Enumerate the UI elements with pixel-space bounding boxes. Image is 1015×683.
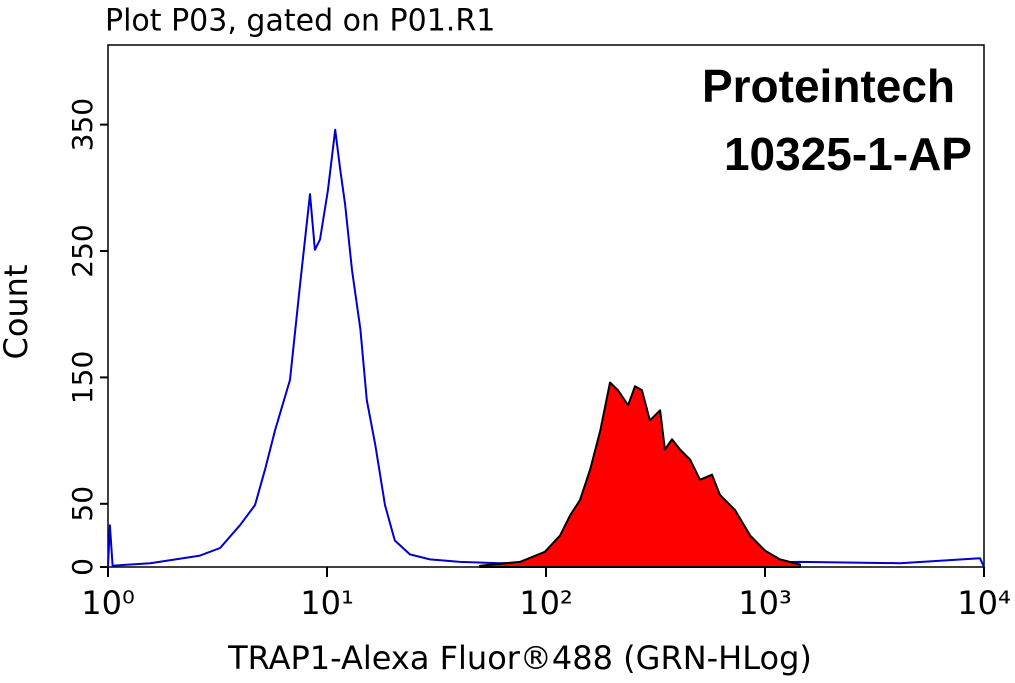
y-tick-label: 350 (66, 98, 99, 151)
x-tick-label: 10⁰ (81, 584, 135, 622)
y-tick-label: 50 (66, 486, 99, 522)
plot-frame (107, 44, 985, 568)
x-tick-label: 10³ (738, 584, 792, 622)
chart-title: Plot P03, gated on P01.R1 (105, 4, 495, 39)
annotation: Proteintech (702, 60, 955, 112)
x-axis-label: TRAP1-Alexa Fluor®488 (GRN-HLog) (227, 639, 812, 677)
x-tick-label: 10¹ (300, 584, 354, 622)
x-tick-label: 10⁴ (957, 584, 1011, 622)
filled-histogram (479, 381, 801, 568)
y-tick-label: 150 (66, 351, 99, 404)
x-tick-label: 10² (519, 584, 573, 622)
y-tick-label: 0 (66, 558, 99, 576)
histogram-line (107, 128, 985, 568)
annotation: 10325-1-AP (724, 128, 972, 180)
y-tick-label: 250 (66, 224, 99, 277)
y-axis-label: Count (0, 264, 35, 359)
